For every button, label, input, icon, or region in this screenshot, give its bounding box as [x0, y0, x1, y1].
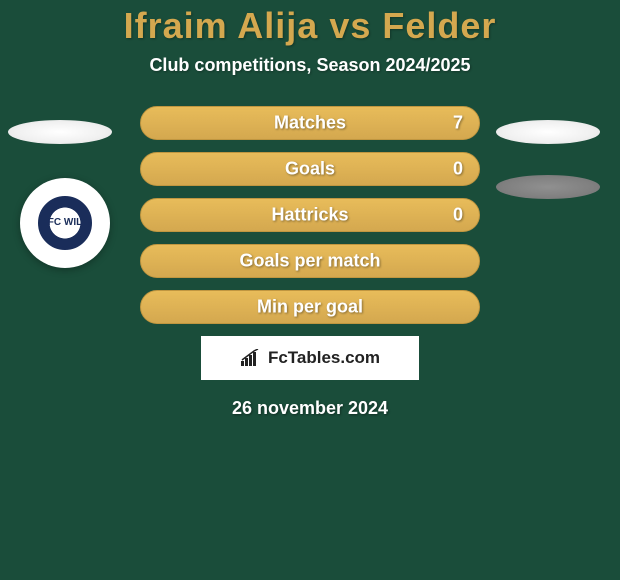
subtitle: Club competitions, Season 2024/2025	[0, 55, 620, 76]
club-logo-left: FC WIL	[20, 178, 110, 268]
stat-row-matches: Matches 7	[140, 106, 480, 140]
stat-row-goals: Goals 0	[140, 152, 480, 186]
chart-icon	[240, 349, 262, 367]
brand-text: FcTables.com	[268, 348, 380, 368]
club-right-oval	[496, 175, 600, 199]
stat-row-goals-per-match: Goals per match	[140, 244, 480, 278]
stat-label: Hattricks	[271, 205, 348, 226]
player-right-oval	[496, 120, 600, 144]
stat-row-min-per-goal: Min per goal	[140, 290, 480, 324]
date-text: 26 november 2024	[0, 398, 620, 419]
stat-label: Goals	[285, 159, 335, 180]
brand-box: FcTables.com	[201, 336, 419, 380]
stat-label: Min per goal	[257, 297, 363, 318]
page-title: Ifraim Alija vs Felder	[0, 5, 620, 47]
stat-right-value: 7	[453, 113, 463, 134]
stat-row-hattricks: Hattricks 0	[140, 198, 480, 232]
stat-label: Goals per match	[239, 251, 380, 272]
club-logo-text: FC WIL	[38, 196, 92, 250]
stat-right-value: 0	[453, 205, 463, 226]
stat-right-value: 0	[453, 159, 463, 180]
player-left-oval	[8, 120, 112, 144]
stat-label: Matches	[274, 113, 346, 134]
